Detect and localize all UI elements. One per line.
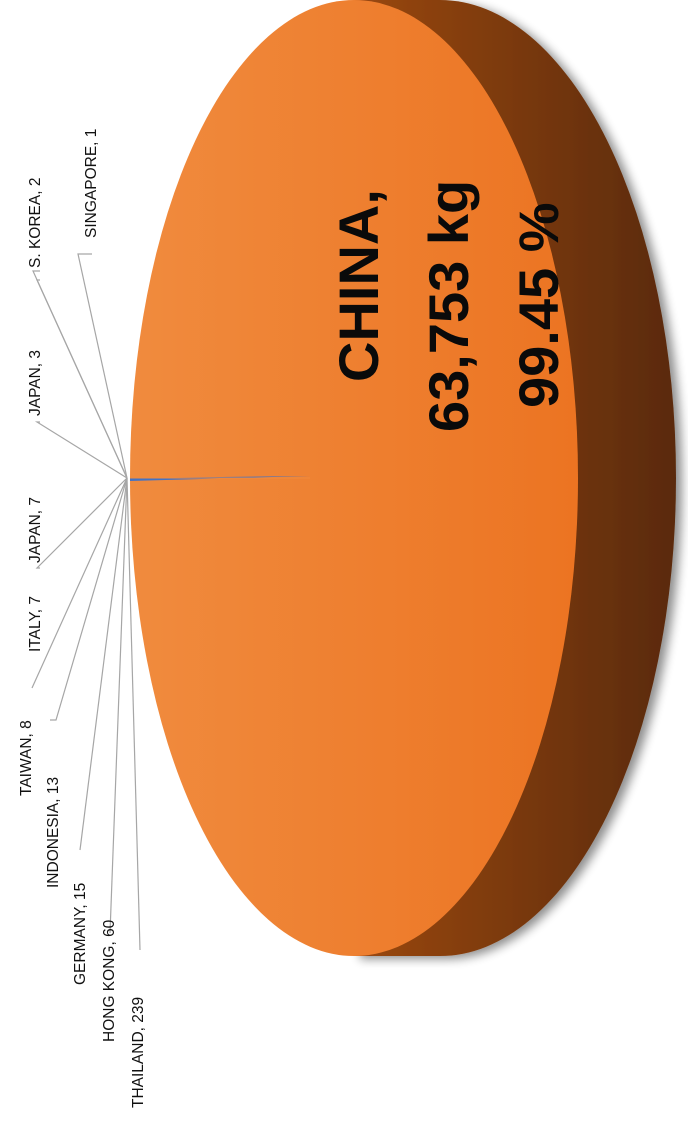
label-japan-7: JAPAN, 7	[27, 497, 44, 563]
label-indonesia: INDONESIA, 13	[45, 777, 62, 888]
leader-line-6	[35, 477, 128, 569]
label-thailand: THAILAND, 239	[130, 997, 147, 1108]
label-s-korea: S. KOREA, 2	[27, 178, 44, 268]
leader-lines	[31, 253, 141, 951]
label-singapore: SINGAPORE, 1	[83, 129, 100, 238]
label-taiwan: TAIWAN, 8	[18, 720, 35, 796]
label-germany: GERMANY, 15	[72, 883, 89, 985]
label-italy: ITALY, 7	[27, 596, 44, 652]
leader-line-2	[109, 477, 128, 934]
leader-line-9	[32, 270, 128, 479]
leader-line-4	[50, 477, 128, 721]
label-japan-3: JAPAN, 3	[27, 350, 44, 416]
china-label-percent: 99.45 %	[507, 203, 570, 409]
china-label-value: 63,753 kg	[417, 180, 480, 432]
leader-line-3	[79, 477, 128, 851]
leader-line-10	[77, 253, 128, 479]
china-data-label: CHINA, 63,753 kg 99.45 %	[327, 180, 570, 432]
leader-line-5	[31, 477, 128, 689]
small-labels: THAILAND, 239 HONG KONG, 60 GERMANY, 15 …	[18, 129, 147, 1108]
china-label-name: CHINA,	[327, 189, 390, 382]
leader-line-1	[126, 477, 141, 951]
pie-slice-china	[130, 0, 578, 956]
label-hong-kong: HONG KONG, 60	[101, 919, 118, 1042]
leader-line-7	[34, 421, 128, 479]
